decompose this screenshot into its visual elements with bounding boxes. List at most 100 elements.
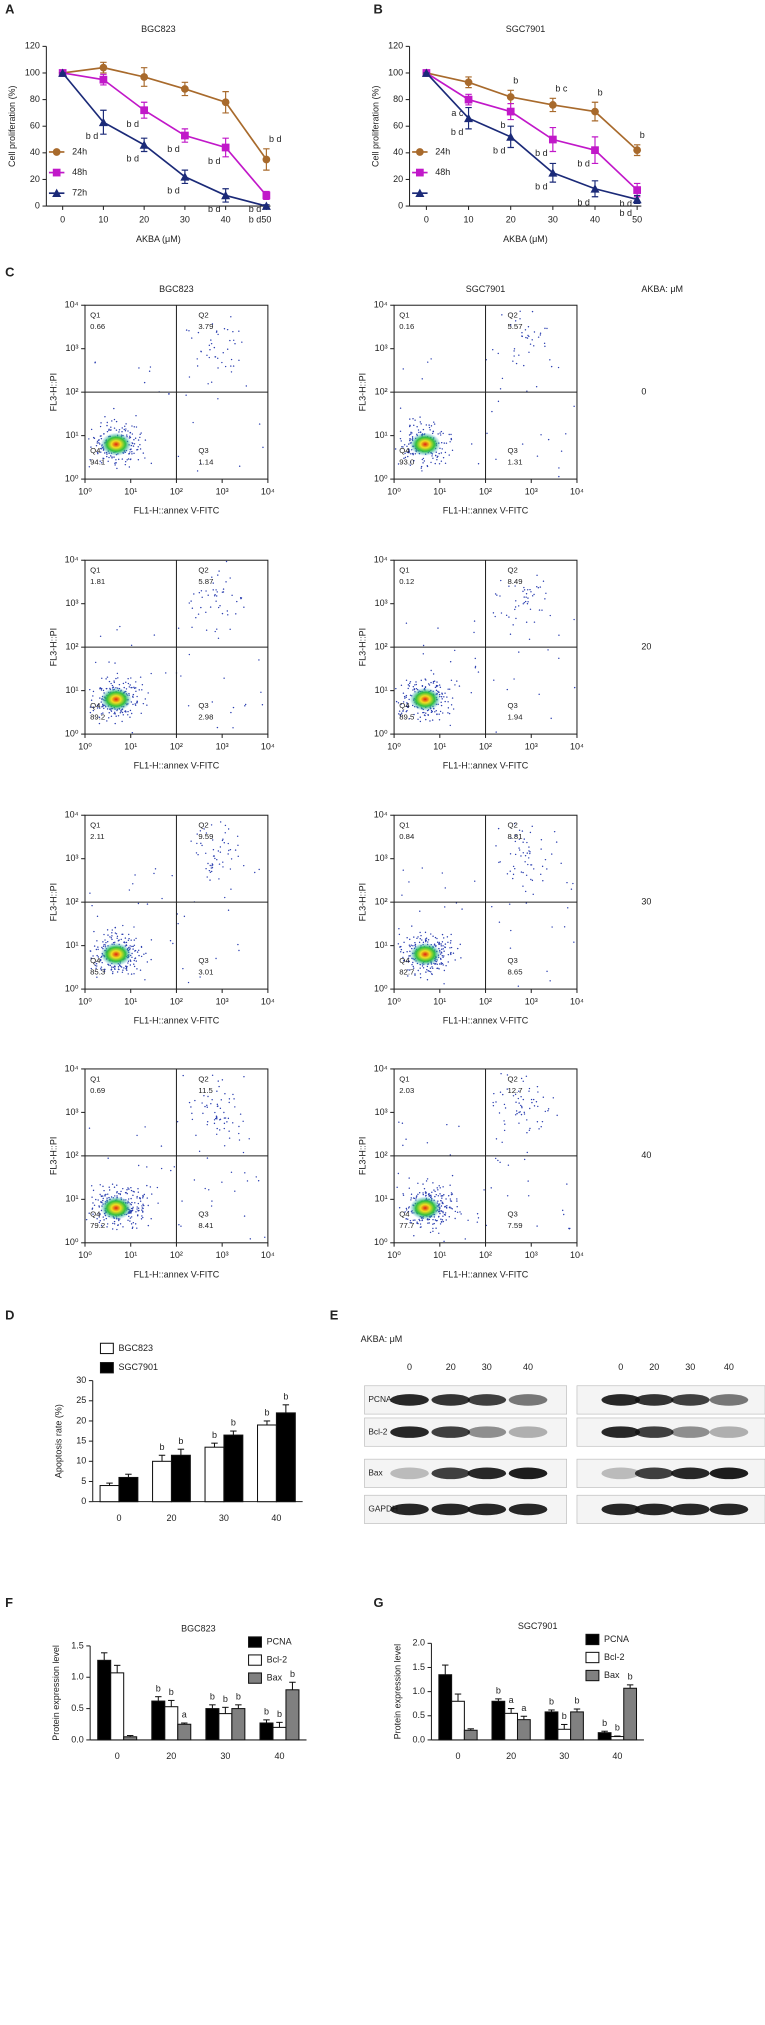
event-dot: [492, 1101, 494, 1104]
event-dot: [142, 702, 145, 705]
event-dot: [549, 614, 551, 617]
event-dot: [406, 702, 408, 704]
event-dot: [459, 943, 461, 946]
event-dot: [227, 842, 229, 845]
event-dot: [450, 939, 452, 942]
event-dot: [92, 1213, 94, 1215]
quadrant-value: 0.66: [90, 322, 105, 331]
event-dot: [182, 967, 184, 970]
event-dot: [134, 874, 136, 876]
event-dot: [238, 1132, 240, 1135]
bar: [570, 1711, 584, 1741]
event-dot: [107, 1157, 109, 1159]
event-dot: [125, 965, 127, 967]
event-dot: [128, 452, 131, 455]
event-dot: [537, 1105, 539, 1108]
event-dot: [413, 424, 415, 427]
event-dot: [436, 1187, 438, 1189]
event-dot: [498, 861, 500, 864]
event-dot: [113, 681, 115, 684]
event-dot: [398, 928, 400, 930]
band: [431, 1503, 471, 1516]
event-dot: [215, 589, 217, 591]
event-dot: [442, 1202, 444, 1205]
event-dot: [410, 1197, 412, 1199]
legend-label: Bcl-2: [267, 1654, 288, 1664]
event-dot: [408, 450, 411, 452]
y-tick-label: 10¹: [375, 685, 388, 695]
legend-label: 24h: [72, 146, 87, 156]
event-dot: [522, 1098, 525, 1101]
event-dot: [451, 697, 454, 699]
y-tick-label: 10⁴: [374, 810, 388, 820]
annotation: b d: [269, 134, 282, 144]
event-dot: [147, 692, 149, 694]
event-dot: [141, 689, 143, 691]
event-dot: [442, 1220, 445, 1223]
event-dot: [435, 709, 437, 712]
event-dot: [145, 952, 147, 955]
y-tick-label: 10³: [66, 343, 79, 353]
event-dot: [188, 602, 190, 604]
event-dot: [93, 437, 96, 440]
event-dot: [113, 407, 115, 410]
quadrant-name: Q3: [507, 701, 517, 710]
event-dot: [240, 597, 243, 599]
event-dot: [407, 1218, 409, 1220]
bar: [231, 1708, 246, 1741]
x-tick-label: 10³: [216, 741, 229, 751]
event-dot: [402, 446, 404, 448]
event-dot: [428, 1195, 430, 1197]
event-dot: [522, 841, 524, 843]
event-dot: [133, 439, 135, 441]
event-dot: [434, 1190, 436, 1193]
event-dot: [406, 951, 408, 953]
event-dot: [407, 706, 409, 709]
event-dot: [210, 1102, 212, 1105]
event-dot: [191, 607, 194, 609]
x-axis-label: FL1-H::annex V-FITC: [134, 1016, 220, 1026]
event-dot: [110, 937, 113, 939]
event-dot: [109, 936, 111, 938]
event-dot: [400, 712, 403, 714]
event-dot: [515, 600, 517, 602]
event-dot: [495, 458, 497, 461]
event-dot: [117, 1224, 119, 1226]
x-tick-label: 50: [261, 215, 271, 225]
event-dot: [125, 681, 127, 684]
event-dot: [113, 1220, 116, 1223]
x-axis-label: FL1-H::annex V-FITC: [134, 761, 220, 771]
event-dot: [431, 455, 433, 457]
bar: [557, 1728, 572, 1741]
y-tick-label: 0.0: [71, 1734, 84, 1744]
event-dot: [207, 594, 209, 596]
event-dot: [237, 855, 239, 858]
event-dot: [103, 970, 106, 973]
event-dot: [495, 845, 497, 847]
event-dot: [102, 945, 105, 947]
y-tick-label: 10: [76, 1456, 86, 1466]
x-tick-label: 10²: [479, 1250, 492, 1260]
event-dot: [529, 1107, 531, 1110]
event-dot: [439, 1193, 441, 1195]
event-dot: [106, 720, 108, 722]
event-dot: [115, 462, 117, 464]
event-dot: [524, 861, 526, 863]
event-dot: [217, 367, 219, 369]
event-dot: [215, 331, 218, 333]
event-dot: [442, 1215, 444, 1217]
event-dot: [408, 443, 410, 445]
x-tick-label: 20: [506, 215, 516, 225]
event-dot: [556, 1114, 558, 1117]
event-dot: [532, 893, 534, 896]
event-dot: [436, 941, 439, 943]
event-dot: [215, 1115, 218, 1117]
event-dot: [437, 1216, 440, 1218]
event-dot: [405, 705, 408, 708]
event-dot: [96, 707, 99, 709]
annotation: b: [562, 1711, 567, 1721]
lane-label: 0: [618, 1362, 623, 1372]
event-dot: [111, 684, 114, 687]
event-dot: [113, 1223, 116, 1225]
event-dot: [141, 1215, 143, 1217]
